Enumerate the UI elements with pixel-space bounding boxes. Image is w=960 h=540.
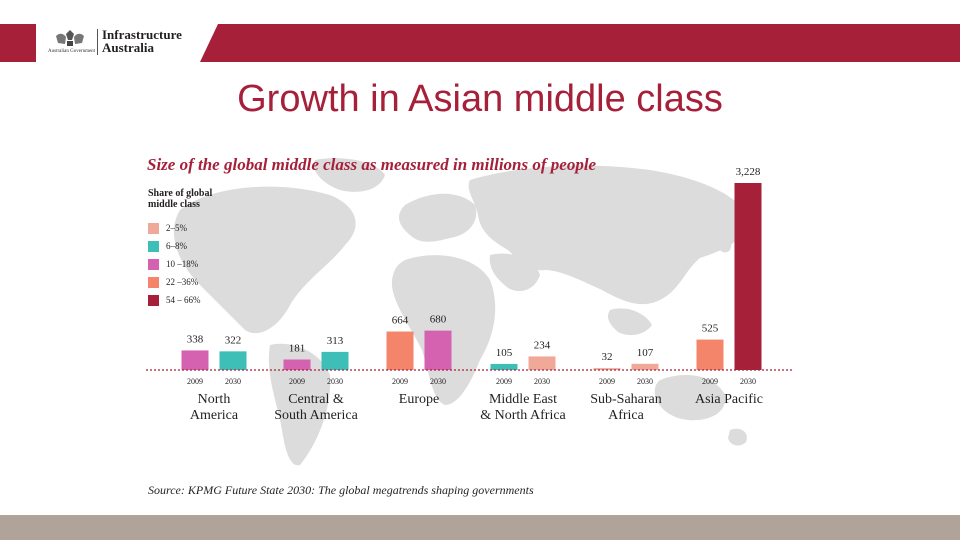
bar [631, 363, 659, 370]
legend-title: Share of global middle class [148, 188, 213, 210]
bar [734, 183, 762, 370]
legend-swatch [148, 294, 159, 306]
bar [386, 331, 414, 370]
bar-value-label: 322 [225, 334, 242, 346]
bar-value-label: 664 [392, 315, 409, 327]
region-label: & North Africa [480, 408, 566, 423]
bar [490, 363, 518, 370]
year-tick-label: 2009 [599, 377, 615, 386]
bar [283, 359, 311, 370]
bar-value-label: 105 [496, 347, 513, 359]
bar [528, 356, 556, 370]
bar-value-label: 313 [327, 335, 344, 347]
year-tick-label: 2009 [392, 377, 408, 386]
chart-subtitle: Size of the global middle class as measu… [147, 155, 597, 174]
bar [321, 351, 349, 370]
chart-legend: 2–5% 6–8% 10 –18% 22 –36% 54 – 66% [148, 219, 201, 309]
legend-swatch [148, 258, 159, 270]
region-label: Europe [399, 392, 439, 407]
year-tick-label: 2009 [496, 377, 512, 386]
legend-swatch [148, 276, 159, 288]
region-label: Sub-Saharan [590, 392, 662, 407]
year-tick-label: 2009 [187, 377, 203, 386]
legend-label: 54 – 66% [166, 295, 201, 305]
region-label: Asia Pacific [695, 392, 763, 407]
year-tick-label: 2030 [534, 377, 550, 386]
region-label: Africa [608, 408, 645, 423]
legend-label: 22 –36% [166, 277, 199, 287]
year-tick-label: 2009 [702, 377, 718, 386]
year-tick-label: 2009 [289, 377, 305, 386]
bar-value-label: 525 [702, 323, 719, 335]
legend-label: 10 –18% [166, 259, 199, 269]
bar [181, 350, 209, 370]
bar [696, 339, 724, 370]
org-name-line-1: Infrastructure [102, 27, 182, 42]
bar-value-label: 32 [602, 351, 613, 363]
bar [593, 368, 621, 370]
region-label: South America [274, 408, 358, 423]
bar-value-label: 234 [534, 339, 551, 351]
legend-swatch [148, 222, 159, 234]
bar-value-label: 3,228 [736, 166, 761, 178]
legend-item: 2–5% [148, 219, 201, 237]
organisation-name: Infrastructure Australia [102, 28, 182, 54]
year-tick-label: 2030 [740, 377, 756, 386]
legend-label: 2–5% [166, 223, 187, 233]
legend-label: 6–8% [166, 241, 187, 251]
bar-value-label: 680 [430, 314, 447, 326]
region-label: America [190, 408, 239, 423]
bar-value-label: 107 [637, 347, 654, 359]
legend-item: 6–8% [148, 237, 201, 255]
coat-of-arms-icon [56, 30, 84, 46]
legend-swatch [148, 240, 159, 252]
logo-divider [97, 29, 98, 55]
source-note: Source: KPMG Future State 2030: The glob… [148, 483, 534, 497]
org-name-line-2: Australia [102, 40, 154, 55]
legend-item: 54 – 66% [148, 291, 201, 309]
year-tick-label: 2030 [637, 377, 653, 386]
year-tick-label: 2030 [430, 377, 446, 386]
bar [424, 330, 452, 370]
region-label: Middle East [489, 392, 557, 407]
header-banner [0, 24, 960, 62]
year-tick-label: 2030 [225, 377, 241, 386]
bar-value-label: 181 [289, 343, 306, 355]
region-label: Central & [288, 392, 344, 407]
bar [219, 351, 247, 370]
page-title: Growth in Asian middle class [237, 78, 723, 120]
footer-bar [0, 515, 960, 540]
legend-item: 10 –18% [148, 255, 201, 273]
world-map-background [173, 158, 750, 466]
government-label: Australian Government [48, 49, 96, 54]
region-label: North [198, 392, 231, 407]
year-tick-label: 2030 [327, 377, 343, 386]
legend-item: 22 –36% [148, 273, 201, 291]
bar-value-label: 338 [187, 333, 204, 345]
